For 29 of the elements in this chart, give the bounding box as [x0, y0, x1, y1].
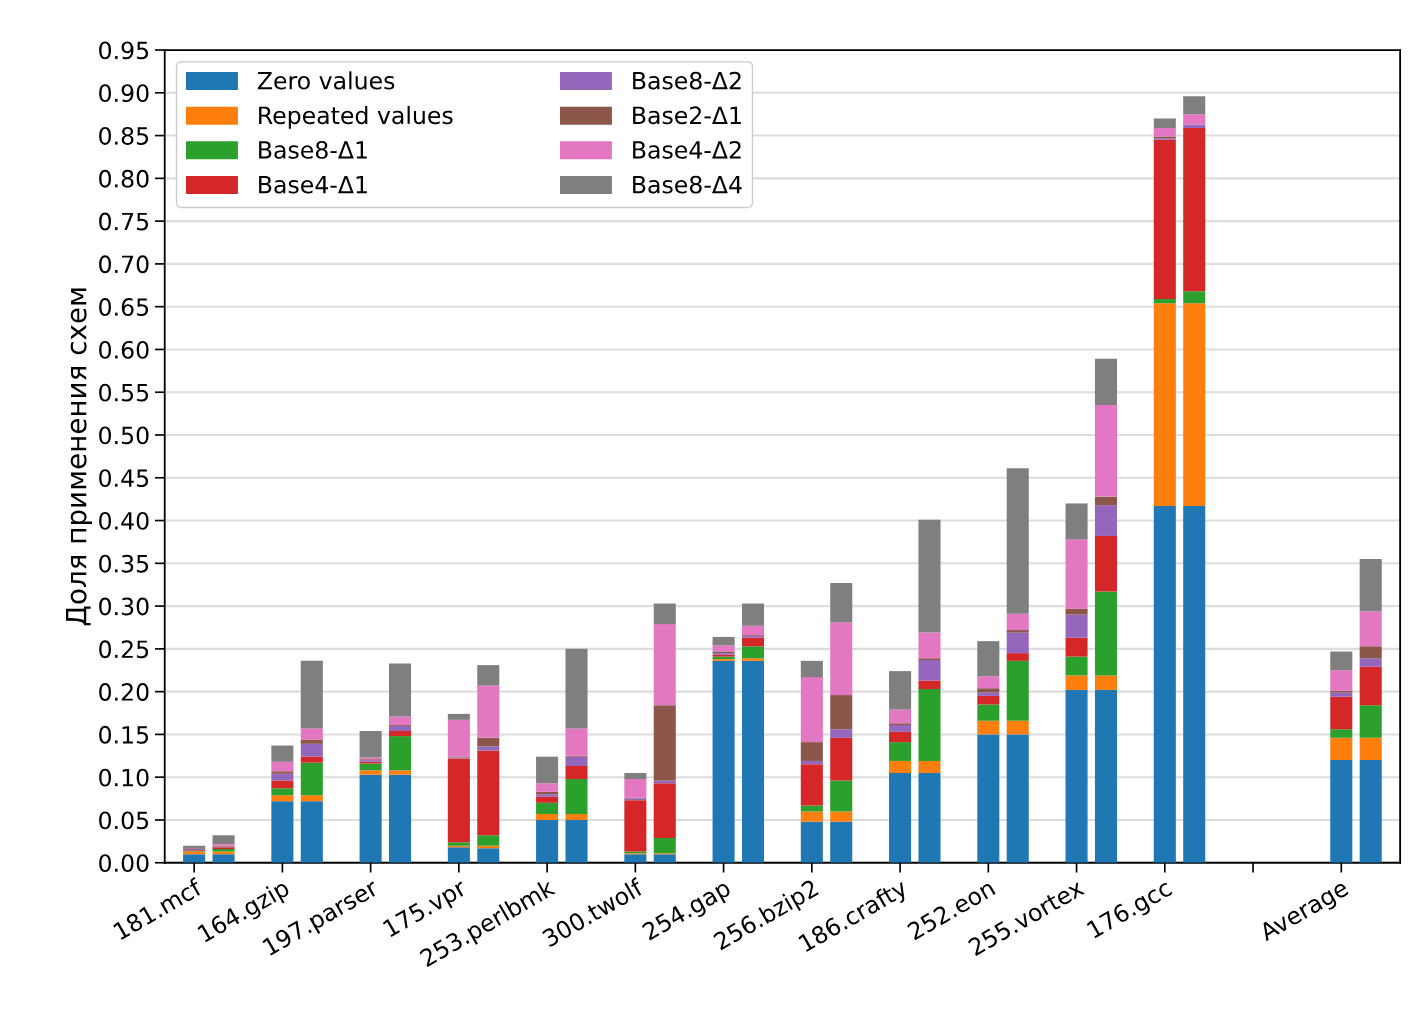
y-tick-label: 0.80 — [99, 169, 149, 188]
y-tick-label: 0.65 — [99, 298, 149, 316]
y-tick-label: 0.75 — [99, 212, 149, 231]
y-tick-label: 0.15 — [99, 725, 149, 744]
legend-label: Base8-Δ4 — [633, 175, 742, 194]
legend-label: Repeated values — [259, 105, 453, 129]
y-tick-label: 0.90 — [99, 84, 149, 103]
y-axis-title: Доля применения схем — [65, 288, 93, 626]
y-tick-label: 0.50 — [99, 426, 149, 445]
legend-label: Base8-Δ2 — [633, 71, 741, 90]
legend-label: Base4-Δ2 — [633, 141, 741, 159]
y-tick-label: 0.95 — [99, 41, 149, 60]
legend-label: Base2-Δ1 — [633, 106, 741, 125]
y-tick-label: 0.20 — [99, 683, 149, 701]
y-tick-label: 0.35 — [99, 554, 149, 573]
y-tick-label: 0.10 — [99, 768, 149, 787]
legend-label: Base4-Δ1 — [259, 175, 367, 194]
y-tick-label: 0.30 — [99, 597, 149, 616]
y-tick-label: 0.60 — [99, 340, 149, 359]
y-tick-label: 0.00 — [99, 854, 149, 873]
y-tick-label: 0.40 — [99, 512, 149, 530]
y-tick-label: 0.55 — [99, 383, 149, 402]
y-tick-label: 0.85 — [99, 127, 149, 145]
y-tick-label: 0.25 — [99, 640, 149, 659]
legend-label: Zero values — [257, 71, 395, 90]
legend-label: Base8-Δ1 — [259, 141, 367, 159]
y-tick-label: 0.45 — [99, 469, 149, 488]
y-tick-label: 0.70 — [99, 255, 149, 274]
y-tick-label: 0.05 — [99, 811, 149, 830]
